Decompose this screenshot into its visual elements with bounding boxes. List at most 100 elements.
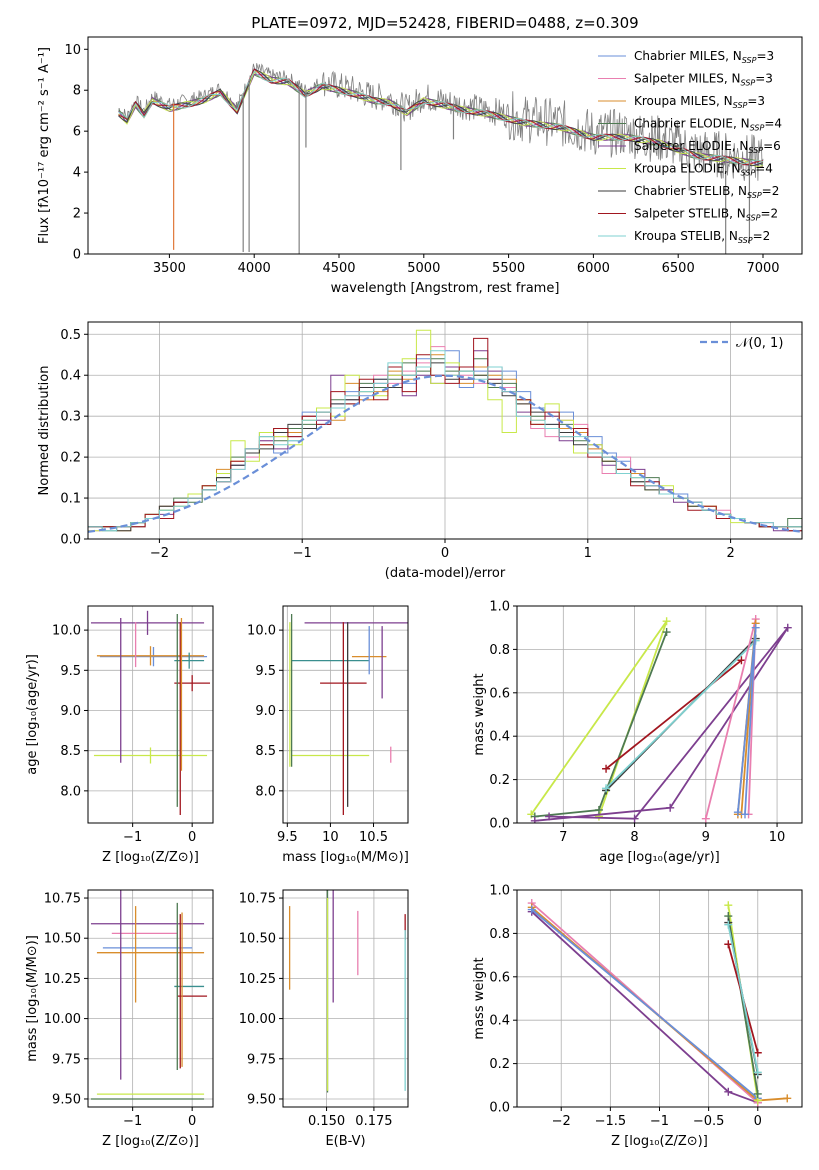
- y-tick-label: 8.0: [60, 784, 81, 799]
- normal-curve: [88, 374, 802, 533]
- y-tick-label: 9.0: [60, 704, 81, 719]
- weight-series-line: [531, 911, 759, 1104]
- plot-area: [517, 890, 802, 1107]
- legend-label: Kroupa ELODIE, NSSP=4: [634, 162, 773, 178]
- x-tick-label: 0: [754, 1114, 762, 1129]
- y-tick-label: 6: [73, 125, 81, 140]
- weight-point-marker: [545, 812, 554, 821]
- plot-area: [283, 606, 408, 823]
- weight-point-marker: [751, 623, 760, 632]
- x-tick-label: 0: [441, 546, 449, 561]
- y-tick-label: 0.1: [60, 492, 81, 507]
- weight-series-line: [605, 659, 742, 770]
- x-tick-label: 6500: [662, 261, 695, 276]
- y-tick-label: 9.0: [255, 704, 276, 719]
- x-axis-label: mass [log₁₀(M/M⊙)]: [282, 850, 409, 865]
- y-tick-label: 10.00: [44, 1012, 81, 1027]
- y-tick-label: 0.2: [489, 1057, 510, 1072]
- x-tick-label: 10: [322, 830, 339, 845]
- model-spectrum-line: [118, 70, 764, 165]
- weight-series-line: [530, 620, 668, 817]
- weight-point-marker: [733, 808, 742, 817]
- y-tick-label: 1.0: [489, 600, 510, 615]
- x-tick-label: −1.5: [595, 1114, 627, 1129]
- weight-series-line: [534, 631, 668, 818]
- weight-point-marker: [753, 1068, 762, 1077]
- panel-weight_vs_Z: −2 −1.5 −1 −0.5 0 0.0 0.2 0.4 0.6 0.8 1.0 Z [log₁₀(…: [472, 884, 803, 1149]
- plot-area: [88, 890, 213, 1107]
- y-tick-label: 2: [73, 207, 81, 222]
- model-spectrum-line: [118, 68, 764, 167]
- y-tick-label: 9.75: [247, 1052, 276, 1067]
- weight-point-marker: [662, 628, 671, 637]
- weight-series-line: [605, 640, 757, 789]
- y-tick-label: 9.75: [52, 1052, 81, 1067]
- y-tick-label: 0.2: [489, 773, 510, 788]
- legend-label: Kroupa MILES, NSSP=3: [634, 94, 765, 110]
- weight-point-marker: [724, 901, 733, 910]
- y-tick-label: 0.5: [60, 328, 81, 343]
- y-axis-label: Flux [fλ10⁻¹⁷ erg cm⁻² s⁻¹ A⁻¹]: [37, 47, 52, 244]
- y-tick-label: 1.0: [489, 884, 510, 899]
- x-tick-label: 7: [559, 830, 567, 845]
- weight-point-marker: [753, 1048, 762, 1057]
- panel-mass_vs_Z: −1 0 9.50 9.75 10.00 10.25 10.50 10.75 Z [log₁₀(…: [25, 889, 214, 1149]
- weight-point-marker: [741, 810, 749, 819]
- y-tick-label: 9.50: [52, 1092, 81, 1107]
- x-tick-label: 0.150: [308, 1114, 345, 1129]
- y-tick-label: 10.00: [239, 1012, 276, 1027]
- panels: 3500 4000 4500 5000 5500 6000 6500 70000246810w…: [25, 36, 803, 1149]
- axes-frame: [87, 36, 803, 255]
- x-tick-label: 6000: [577, 261, 610, 276]
- x-tick-label: 9.5: [277, 830, 298, 845]
- x-tick-label: −2: [150, 546, 169, 561]
- plot-area: [118, 63, 764, 254]
- legend-label: Salpeter STELIB, NSSP=2: [634, 207, 778, 223]
- weight-point-marker: [783, 1094, 792, 1103]
- y-tick-label: 0.2: [60, 451, 81, 466]
- x-tick-label: 1: [584, 546, 592, 561]
- y-axis-label: Normed distribution: [37, 366, 52, 496]
- legend: Chabrier MILES, NSSP=3 Salpeter MILES, NS…: [598, 49, 782, 245]
- x-tick-label: −2: [552, 1114, 571, 1129]
- x-tick-label: 10: [769, 830, 786, 845]
- y-axis-label: mass [log₁₀(M/M⊙)]: [25, 935, 40, 1062]
- x-axis-label: (data-model)/error: [385, 566, 506, 581]
- weight-point-marker: [530, 816, 539, 823]
- x-tick-label: 8: [630, 830, 638, 845]
- legend-label: Chabrier MILES, NSSP=3: [634, 49, 774, 65]
- x-tick-label: 4000: [238, 261, 271, 276]
- weight-point-marker: [630, 814, 639, 823]
- x-tick-label: 5500: [492, 261, 525, 276]
- weight-point-marker: [602, 764, 611, 773]
- y-tick-label: 0.3: [60, 410, 81, 425]
- weight-point-marker: [527, 905, 536, 914]
- weight-point-marker: [724, 920, 733, 929]
- x-tick-label: 4500: [322, 261, 355, 276]
- axes-frame: [516, 889, 803, 1108]
- x-tick-label: 10.5: [359, 830, 388, 845]
- plot-area: [88, 322, 802, 539]
- axes-frame: [87, 889, 214, 1108]
- weight-point-marker: [783, 623, 792, 632]
- x-tick-label: −1: [123, 830, 142, 845]
- y-tick-label: 10.75: [44, 892, 81, 907]
- y-tick-label: 0.6: [489, 970, 510, 985]
- y-tick-label: 10.50: [44, 932, 81, 947]
- legend-label: 𝒩(0, 1): [736, 336, 783, 351]
- y-tick-label: 9.5: [60, 664, 81, 679]
- panel-mass_vs_EBV: 0.150 0.175 9.50 9.75 10.00 10.25 10.50 10.75 E(…: [239, 889, 409, 1149]
- y-tick-label: 0: [73, 248, 81, 263]
- x-tick-label: 5000: [407, 261, 440, 276]
- x-axis-label: age [log₁₀(age/yr)]: [599, 850, 720, 865]
- weight-point-marker: [753, 1089, 762, 1098]
- panel-weight_vs_age: 7 8 9 10 0.0 0.2 0.4 0.6 0.8 1.0 age [log₁₀(age/yr…: [472, 600, 803, 865]
- x-tick-label: 9: [702, 830, 710, 845]
- y-tick-label: 0.6: [489, 686, 510, 701]
- legend-label: Chabrier STELIB, NSSP=2: [634, 184, 779, 200]
- y-tick-label: 10.25: [239, 972, 276, 987]
- y-tick-label: 0.4: [489, 730, 510, 745]
- y-tick-label: 10.0: [52, 624, 81, 639]
- plot-area: [517, 606, 802, 823]
